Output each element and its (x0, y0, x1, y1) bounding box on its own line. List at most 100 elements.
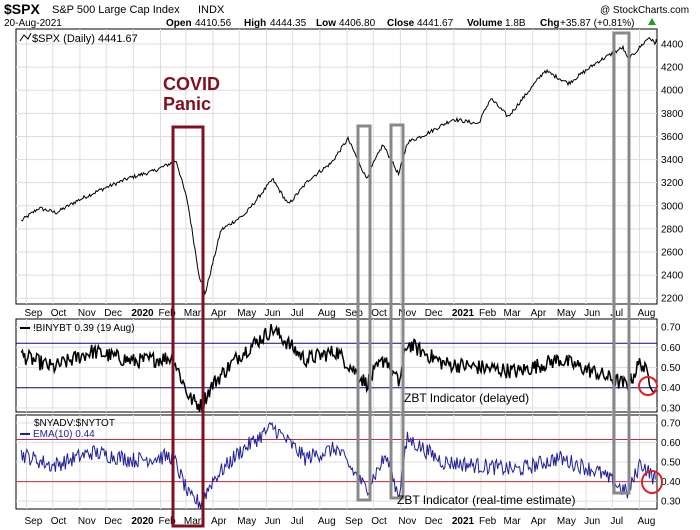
x-tick-label: Nov (78, 308, 96, 319)
x-tick-label: Dec (104, 308, 122, 319)
high-value: 4444.35 (270, 18, 307, 29)
x-tick-label: Oct (51, 516, 67, 527)
chg-label: Chg (540, 18, 559, 29)
x-tick-label: Nov (398, 516, 416, 527)
y-tick-label: 0.70 (661, 418, 681, 429)
y-tick-label: 4400 (661, 40, 684, 51)
x-tick-label: Oct (371, 308, 387, 319)
y-tick-label: 3000 (661, 201, 684, 212)
x-tick-label: Feb (158, 516, 176, 527)
legend-entry: $SPX (Daily) 4441.67 (32, 33, 138, 45)
volume-value: 1.8B (505, 18, 526, 29)
y-tick-label: 2400 (661, 271, 684, 282)
x-tick-label: Dec (425, 308, 443, 319)
x-tick-label: Jul (610, 516, 623, 527)
low-label: Low (316, 18, 336, 29)
x-tick-label: Sep (25, 516, 43, 527)
grid-layer (16, 29, 657, 509)
gray-highlight-box-sep2020 (356, 124, 372, 502)
legend-entry: EMA(10) 0.44 (33, 429, 95, 440)
x-tick-label: Mar (184, 308, 202, 319)
panel-legends: $SPX (Daily) 4441.67 !BINYBT 0.39 (19 Aug… (19, 32, 138, 440)
legend-entry: !BINYBT 0.39 (19 Aug) (33, 323, 135, 334)
x-tick-label: Jul (610, 308, 623, 319)
x-tick-label: 2020 (131, 308, 154, 319)
x-tick-label: Nov (78, 516, 96, 527)
y-tick-label: 0.70 (661, 323, 681, 334)
x-tick-label: Jul (291, 308, 304, 319)
zbt-realtime-label: ZBT Indicator (real-time estimate) (397, 493, 576, 507)
open-value: 4410.56 (195, 18, 232, 29)
x-tick-label: Jun (584, 308, 600, 319)
chg-value: +35.87 (+0.81%) (560, 18, 635, 29)
x-tick-labels: Sep Oct Nov Dec 2020 Feb Mar Apr May Jun Jul Aug Sep… (25, 308, 656, 527)
gray-highlight-box-jul2021 (612, 31, 631, 495)
x-tick-label: Jun (264, 308, 280, 319)
x-tick-label: Feb (158, 308, 176, 319)
x-tick-label: Apr (531, 516, 547, 527)
x-tick-label: Aug (318, 308, 336, 319)
x-tick-label: 2021 (452, 308, 475, 319)
x-tick-label: May (557, 516, 576, 527)
y-tick-label: 0.40 (661, 477, 681, 488)
x-tick-label: Apr (211, 308, 227, 319)
legend-swatch (19, 32, 32, 42)
high-label: High (244, 18, 266, 29)
y-tick-label: 3800 (661, 109, 684, 120)
y-tick-label: 4200 (661, 63, 684, 74)
reference-lines (16, 342, 657, 483)
covid-label-line2: Panic (163, 94, 211, 114)
covid-label-line1: COVID (163, 74, 220, 94)
x-tick-label: Aug (637, 308, 655, 319)
series-line (20, 323, 656, 413)
date-label: 20-Aug-2021 (4, 18, 62, 29)
x-tick-label: Jul (291, 516, 304, 527)
y-tick-label: 3600 (661, 132, 684, 143)
y-tick-label: 3400 (661, 155, 684, 166)
low-value: 4406.80 (339, 18, 376, 29)
gray-highlight-box-oct2020 (389, 123, 405, 500)
zbt-delayed-panel-frame (15, 318, 658, 413)
x-tick-label: 2020 (131, 516, 154, 527)
y-tick-label: 0.50 (661, 458, 681, 469)
volume-label: Volume (467, 18, 503, 29)
x-tick-label: Mar (504, 516, 522, 527)
x-tick-label: Dec (425, 516, 443, 527)
zbt-delayed-label: ZBT Indicator (delayed) (404, 391, 529, 405)
series-line (21, 37, 657, 296)
series-layer (20, 37, 657, 509)
x-tick-label: Aug (318, 516, 336, 527)
price-panel-frame (15, 28, 658, 305)
x-tick-label: Aug (637, 516, 655, 527)
x-tick-label: Apr (211, 516, 227, 527)
x-tick-label: Jun (264, 516, 280, 527)
x-tick-label: May (557, 308, 576, 319)
open-label: Open (166, 18, 192, 29)
y-tick-label: 3200 (661, 178, 684, 189)
x-tick-label: Feb (479, 308, 497, 319)
y-tick-label: 0.60 (661, 343, 681, 354)
alert-circle-delayed (638, 376, 658, 396)
series-line (20, 421, 656, 509)
y-tick-label: 2600 (661, 248, 684, 259)
x-tick-label: Oct (371, 516, 387, 527)
x-tick-label: Sep (25, 308, 43, 319)
x-tick-label: Mar (184, 516, 202, 527)
x-tick-label: Dec (104, 516, 122, 527)
up-arrow-icon (648, 18, 656, 25)
x-tick-label: Sep (345, 308, 363, 319)
y-tick-label: 0.50 (661, 363, 681, 374)
x-tick-label: Nov (398, 308, 416, 319)
alert-circle-realtime (641, 470, 663, 494)
ohlc-row: Open 4410.56 High 4444.35 Low 4406.80 Cl… (166, 18, 635, 29)
covid-panic-box (171, 125, 205, 528)
index-name: S&P 500 Large Cap Index (52, 4, 180, 16)
y-tick-labels: 2200 2400 2600 2800 3000 3200 3400 3600 3800 4000… (661, 40, 684, 508)
x-tick-label: Feb (479, 516, 497, 527)
x-tick-label: 2021 (452, 516, 475, 527)
y-tick-label: 0.30 (661, 403, 681, 414)
exchange-label: INDX (198, 4, 225, 16)
y-tick-label: 0.30 (661, 497, 681, 508)
x-tick-label: Jun (584, 516, 600, 527)
